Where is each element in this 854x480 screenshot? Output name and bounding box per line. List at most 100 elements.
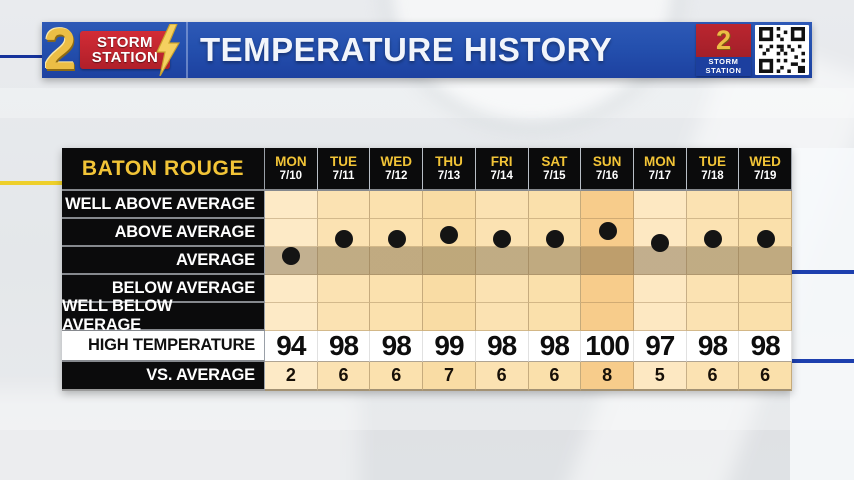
page-title: TEMPERATURE HISTORY — [200, 31, 613, 68]
vs-average-value: 6 — [370, 362, 424, 391]
category-cell — [265, 275, 318, 303]
lightning-bolt-icon — [156, 24, 181, 76]
day-date: 7/13 — [437, 169, 461, 182]
row-label-high-temperature: HIGH TEMPERATURE — [62, 331, 265, 362]
location-header: BATON ROUGE — [62, 148, 265, 191]
category-cell — [633, 219, 687, 247]
category-cell — [581, 303, 634, 331]
category-cell — [739, 191, 792, 219]
accent-line-navy — [0, 55, 44, 58]
category-cell — [265, 303, 318, 331]
location-name: BATON ROUGE — [81, 156, 245, 180]
category-cell — [475, 247, 529, 275]
category-cell — [686, 303, 740, 331]
accent-line-blue-lower — [791, 359, 854, 363]
day-name: WED — [749, 154, 781, 170]
qr-code — [755, 25, 809, 75]
category-cell — [423, 247, 476, 275]
category-cell — [370, 303, 424, 331]
storm-station-label: STORM STATION — [80, 31, 170, 69]
category-cell — [265, 247, 318, 275]
category-cell — [370, 275, 424, 303]
high-temp-value: 94 — [265, 330, 318, 362]
category-cell — [317, 247, 371, 275]
day-header-cell: FRI 7/14 — [475, 148, 529, 191]
day-name: SUN — [592, 154, 622, 170]
category-cell — [317, 191, 371, 219]
temperature-history-table: BATON ROUGE WELL ABOVE AVERAGE ABOVE AVE… — [62, 148, 793, 391]
category-cell — [739, 275, 792, 303]
row-label-well-below-average: WELL BELOW AVERAGE — [62, 297, 265, 334]
vs-average-value: 6 — [739, 362, 793, 391]
category-cell — [686, 247, 740, 275]
day-date: 7/17 — [648, 169, 671, 182]
channel-2-numeral: 2 — [44, 17, 77, 82]
high-temp-value: 98 — [370, 330, 424, 362]
background-swoosh-right — [790, 148, 854, 480]
background-band — [0, 430, 854, 480]
day-name: MON — [275, 154, 307, 170]
background-band — [0, 88, 854, 118]
vs-average-value: 7 — [423, 362, 476, 391]
category-cell — [317, 275, 371, 303]
category-cell — [370, 191, 424, 219]
category-cell — [265, 219, 318, 247]
category-cell — [739, 247, 792, 275]
high-temp-value: 98 — [475, 330, 529, 362]
day-date: 7/12 — [385, 169, 408, 182]
vs-average-value: 6 — [686, 362, 740, 391]
row-label-above-average: ABOVE AVERAGE — [62, 219, 265, 247]
category-cell — [686, 275, 740, 303]
category-cell — [739, 219, 792, 247]
category-cell — [739, 303, 792, 331]
category-cell — [475, 303, 529, 331]
vs-average-value: 6 — [475, 362, 529, 391]
day-name: MON — [644, 154, 676, 170]
day-date: 7/10 — [279, 169, 303, 182]
day-name: THU — [435, 154, 463, 170]
day-header-cell: MON 7/17 — [633, 148, 687, 191]
category-cell — [265, 191, 318, 219]
storm-station-logo: 2 STORM STATION — [42, 17, 186, 82]
high-temperature-row: 94 98 98 99 98 98 100 97 98 98 — [265, 330, 793, 362]
category-cell — [423, 303, 476, 331]
category-cell — [370, 247, 424, 275]
day-header-cell: TUE 7/18 — [686, 148, 740, 191]
row-label-vs-average: VS. AVERAGE — [62, 362, 265, 391]
vs-average-value: 6 — [317, 362, 371, 391]
row-label-average: AVERAGE — [62, 247, 265, 275]
category-cell — [528, 247, 582, 275]
vs-average-value: 2 — [265, 362, 318, 391]
storm-station-logo-small: 2 STORM STATION — [696, 24, 751, 76]
day-name: TUE — [330, 154, 358, 170]
category-cell — [317, 303, 371, 331]
accent-line-yellow — [0, 181, 63, 185]
high-temp-value: 98 — [686, 330, 740, 362]
day-header-cell: SUN 7/16 — [581, 148, 634, 191]
day-date: 7/19 — [753, 169, 777, 182]
accent-line-blue-upper — [791, 270, 854, 274]
day-header-cell: THU 7/13 — [423, 148, 476, 191]
day-header-row: MON 7/10 TUE 7/11 WED 7/12 THU 7/13 FRI 7/14 SAT 7/… — [265, 148, 793, 191]
category-cell — [581, 247, 634, 275]
high-temp-value: 98 — [739, 330, 793, 362]
category-cell — [528, 191, 582, 219]
category-cell — [370, 219, 424, 247]
day-date: 7/11 — [332, 169, 355, 182]
storm-station-label-small: STORM STATION — [696, 57, 751, 76]
vs-average-value: 6 — [528, 362, 582, 391]
category-cell — [633, 247, 687, 275]
day-header-cell: TUE 7/11 — [317, 148, 371, 191]
day-name: TUE — [698, 154, 726, 170]
category-grid — [265, 191, 792, 331]
day-date: 7/18 — [701, 169, 724, 182]
day-header-cell: WED 7/12 — [370, 148, 424, 191]
row-label-below-average: BELOW AVERAGE — [62, 275, 265, 303]
vs-average-value: 5 — [633, 362, 687, 391]
station-text-small: STATION — [705, 65, 742, 75]
category-cell — [581, 191, 634, 219]
storm-text-small: STORM — [708, 57, 739, 67]
category-cell — [581, 275, 634, 303]
